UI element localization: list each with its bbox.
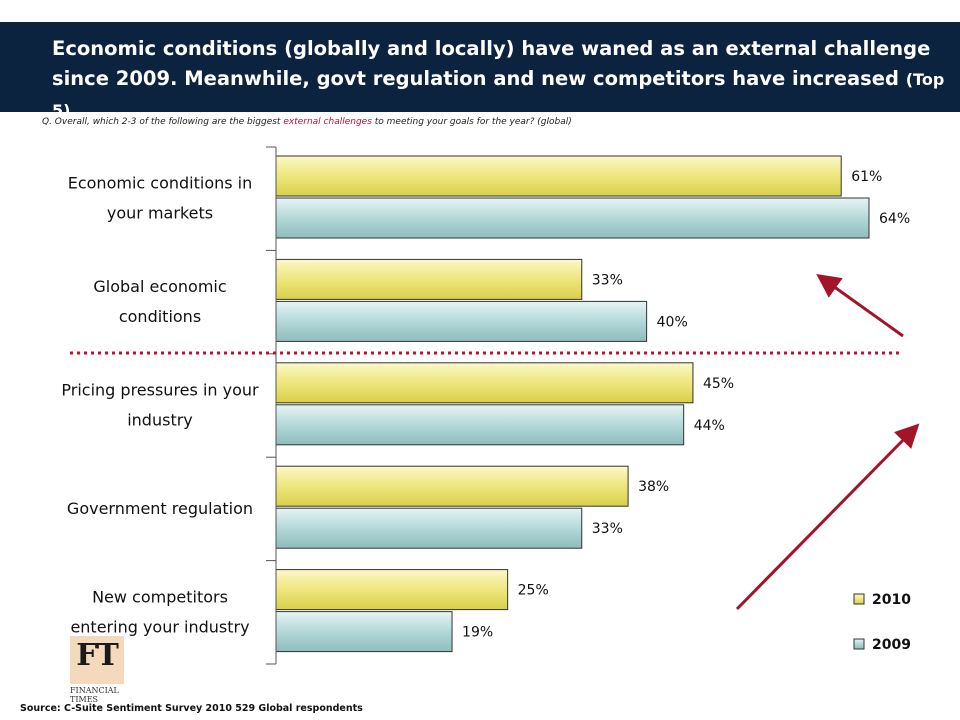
value-label: 64% [879, 211, 910, 227]
bar-2009-0 [275, 197, 870, 239]
bar-2010-0 [275, 155, 842, 197]
legend-label-2010: 2010 [872, 592, 911, 608]
value-label: 44% [694, 418, 725, 434]
increase-arrow-icon [735, 423, 920, 611]
legend-swatch-2009 [853, 638, 865, 650]
title-banner [0, 22, 960, 112]
ft-caption-line: FINANCIAL [70, 686, 119, 695]
category-label: New competitors [92, 587, 228, 606]
survey-question: Q. Overall, which 2-3 of the following a… [42, 117, 572, 127]
question-prefix: Q. Overall, which 2-3 of the following a… [42, 117, 284, 127]
value-label: 38% [638, 479, 669, 495]
bar-2009-4 [275, 611, 453, 653]
value-label: 33% [592, 521, 623, 537]
bar-2009-1 [275, 300, 648, 342]
page-title: Economic conditions (globally and locall… [52, 34, 947, 126]
category-label: your markets [107, 204, 213, 223]
value-label: 40% [657, 314, 688, 330]
ft-logo: FT [70, 636, 124, 684]
category-label: Pricing pressures in your [61, 381, 259, 400]
source-note: Source: C-Suite Sentiment Survey 2010 52… [20, 703, 363, 714]
bar-2009-3 [275, 507, 583, 549]
bar-2010-3 [275, 465, 629, 507]
bar-2010-2 [275, 362, 694, 404]
ft-logo-text: FT [76, 638, 119, 673]
bar-2010-4 [275, 569, 509, 611]
question-suffix: to meeting your goals for the year? (glo… [371, 117, 572, 127]
value-label: 33% [592, 272, 623, 288]
value-label: 25% [518, 583, 549, 599]
title-suffix: (Top 5) [52, 70, 945, 120]
category-label: industry [127, 411, 193, 430]
question-highlight: external challenges [283, 117, 372, 127]
category-label: Global economic [93, 277, 226, 296]
title-main: Economic conditions (globally and locall… [52, 37, 931, 90]
value-label: 19% [462, 625, 493, 641]
ft-logo-caption: FINANCIAL TIMES [70, 686, 130, 704]
category-label: Economic conditions in [68, 174, 253, 193]
decrease-arrow-icon [816, 274, 904, 338]
value-label: 61% [851, 169, 882, 185]
value-label: 45% [703, 376, 734, 392]
legend-label-2009: 2009 [872, 637, 911, 653]
category-label: conditions [119, 307, 201, 326]
legend-swatch-2010 [853, 593, 865, 605]
ft-caption-line: TIMES [70, 695, 99, 704]
category-label: entering your industry [70, 617, 249, 636]
category-label: Government regulation [67, 499, 253, 518]
bar-2009-2 [275, 404, 685, 446]
bar-2010-1 [275, 258, 583, 300]
